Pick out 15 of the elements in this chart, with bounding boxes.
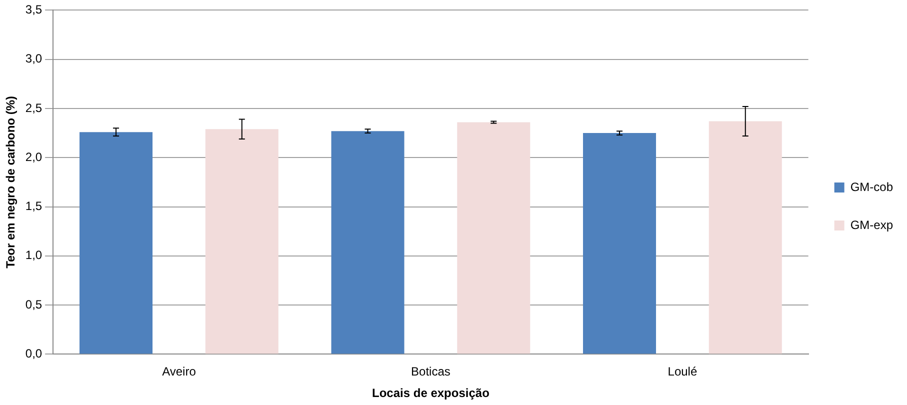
y-tick-label: 1,5 [25, 199, 42, 214]
legend-label: GM-exp [850, 218, 894, 232]
x-axis-title: Locais de exposição [372, 386, 490, 400]
legend-label: GM-cob [850, 180, 894, 194]
y-tick-label: 3,0 [25, 52, 42, 66]
x-tick-label: Aveiro [162, 364, 196, 379]
y-tick-label: 2,5 [25, 100, 42, 115]
y-tick-label: 0,0 [25, 346, 42, 361]
y-tick-label: 0,5 [25, 297, 42, 312]
x-tick-label: Loulé [668, 364, 698, 379]
y-axis-title: Teor em negro de carbono (%) [4, 96, 18, 268]
y-tick-label: 1,0 [25, 248, 42, 262]
x-tick-label: Boticas [411, 364, 450, 379]
y-tick-label: 2,0 [25, 150, 42, 164]
y-tick-label: 3,5 [25, 2, 42, 17]
